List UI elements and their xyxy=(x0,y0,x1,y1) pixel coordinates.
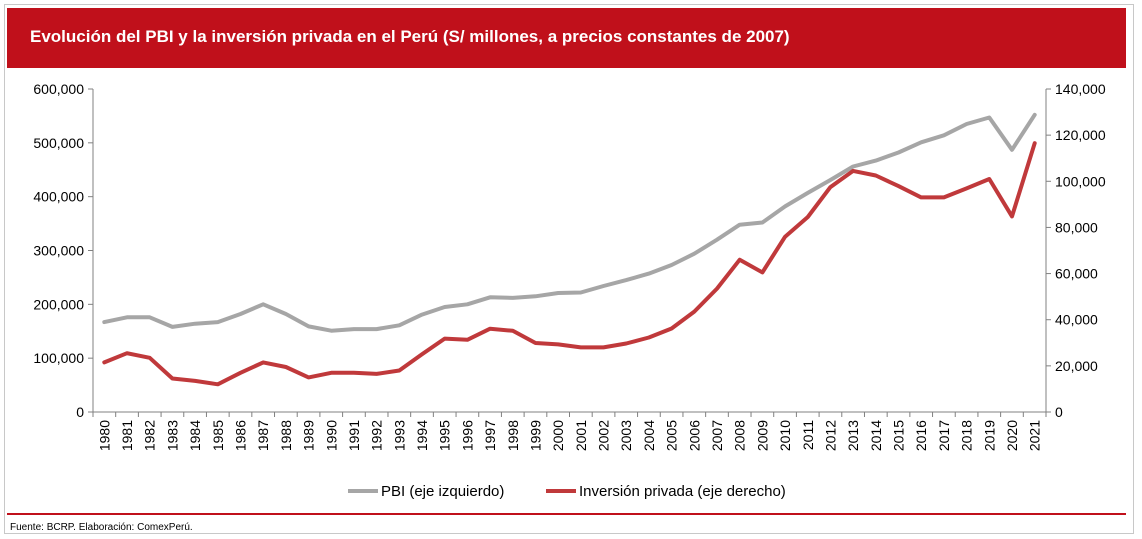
x-tick-label: 2020 xyxy=(1004,420,1020,451)
x-tick-label: 2010 xyxy=(777,420,793,451)
right-tick-label: 140,000 xyxy=(1055,81,1106,97)
inversion-series-line xyxy=(102,141,1037,387)
left-tick-label: 100,000 xyxy=(33,350,84,366)
right-tick-label: 20,000 xyxy=(1055,358,1098,374)
x-tick-label: 1986 xyxy=(232,420,248,451)
x-tick-label: 1984 xyxy=(187,420,203,451)
left-tick-label: 300,000 xyxy=(33,243,84,259)
x-tick-label: 2003 xyxy=(618,420,634,451)
x-tick-label: 1982 xyxy=(142,420,158,451)
x-tick-label: 1989 xyxy=(301,420,317,451)
left-tick-label: 400,000 xyxy=(33,189,84,205)
left-tick-label: 0 xyxy=(76,404,84,420)
left-tick-label: 500,000 xyxy=(33,135,84,151)
left-tick-label: 200,000 xyxy=(33,296,84,312)
x-tick-label: 2012 xyxy=(822,420,838,451)
right-tick-label: 100,000 xyxy=(1055,173,1106,189)
x-tick-label: 1985 xyxy=(210,420,226,451)
pbi-series-line xyxy=(102,112,1037,333)
x-tick-label: 1993 xyxy=(391,420,407,451)
x-tick-label: 2005 xyxy=(664,420,680,451)
title-bar: Evolución del PBI y la inversión privada… xyxy=(7,8,1126,68)
x-tick-label: 2017 xyxy=(936,420,952,451)
chart-title: Evolución del PBI y la inversión privada… xyxy=(30,27,790,46)
x-tick-label: 2015 xyxy=(891,420,907,451)
x-tick-label: 2014 xyxy=(868,420,884,451)
x-tick-label: 2000 xyxy=(550,420,566,451)
right-tick-label: 0 xyxy=(1055,404,1063,420)
x-tick-label: 2004 xyxy=(641,420,657,451)
x-tick-label: 1981 xyxy=(119,420,135,451)
x-tick-label: 1987 xyxy=(255,420,271,451)
x-tick-label: 1997 xyxy=(482,420,498,451)
x-tick-label: 2019 xyxy=(981,420,997,451)
x-tick-label: 2013 xyxy=(845,420,861,451)
x-tick-label: 1988 xyxy=(278,420,294,451)
x-tick-label: 1995 xyxy=(437,420,453,451)
x-tick-label: 1980 xyxy=(96,420,112,451)
legend-inversion-label: Inversión privada (eje derecho) xyxy=(579,483,786,500)
x-tick-label: 1999 xyxy=(527,420,543,451)
right-tick-label: 120,000 xyxy=(1055,127,1106,143)
x-tick-label: 1998 xyxy=(505,420,521,451)
x-tick-label: 2007 xyxy=(709,420,725,451)
x-tick-label: 2018 xyxy=(959,420,975,451)
x-tick-label: 2011 xyxy=(800,420,816,450)
source-note: Fuente: BCRP. Elaboración: ComexPerú. xyxy=(10,522,193,533)
x-tick-label: 1983 xyxy=(164,420,180,451)
right-tick-label: 60,000 xyxy=(1055,266,1098,282)
chart-frame xyxy=(4,4,1134,534)
x-tick-label: 2021 xyxy=(1027,420,1043,451)
legend-pbi-label: PBI (eje izquierdo) xyxy=(381,483,504,500)
x-tick-label: 1991 xyxy=(346,420,362,451)
x-tick-label: 2008 xyxy=(732,420,748,451)
x-tick-label: 1996 xyxy=(459,420,475,451)
x-tick-label: 1992 xyxy=(369,420,385,451)
left-tick-label: 600,000 xyxy=(33,81,84,97)
right-tick-label: 40,000 xyxy=(1055,312,1098,328)
x-tick-label: 2006 xyxy=(686,420,702,451)
x-tick-label: 2001 xyxy=(573,420,589,451)
footer-divider xyxy=(7,513,1126,515)
x-tick-label: 1994 xyxy=(414,420,430,451)
x-tick-label: 2002 xyxy=(596,420,612,451)
x-tick-label: 2009 xyxy=(754,420,770,451)
x-tick-label: 2016 xyxy=(913,420,929,451)
right-tick-label: 80,000 xyxy=(1055,219,1098,235)
x-tick-label: 1990 xyxy=(323,420,339,451)
